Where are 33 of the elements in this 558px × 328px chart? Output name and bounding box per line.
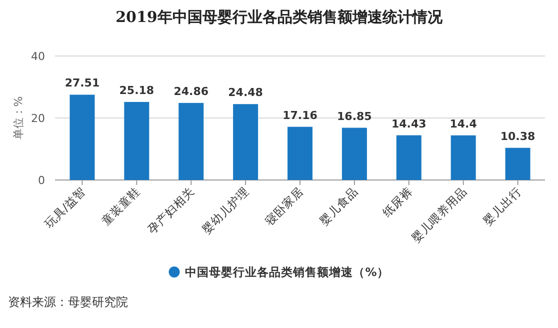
- legend-label: 中国母婴行业各品类销售额增速（%）: [185, 265, 389, 279]
- data-label: 17.16: [282, 108, 318, 122]
- bar: [342, 128, 367, 180]
- data-label: 14.43: [391, 117, 426, 130]
- x-tick-label: 寝卧家居: [262, 184, 306, 228]
- bar: [396, 135, 422, 180]
- y-tick-label: 20: [31, 112, 45, 125]
- y-tick-label: 40: [31, 50, 45, 63]
- data-label: 16.85: [337, 110, 372, 123]
- x-tick-label: 孕产妇相关: [144, 184, 198, 237]
- x-tick-label: 婴儿食品: [316, 184, 361, 228]
- x-tick-label: 童装童鞋: [98, 184, 143, 228]
- data-label: 24.48: [228, 86, 263, 100]
- data-label: 27.51: [64, 76, 100, 90]
- bar: [124, 102, 150, 180]
- data-label: 24.86: [174, 84, 209, 98]
- chart-title: 2019年中国母婴行业各品类销售额增速统计情况: [116, 8, 444, 26]
- bar: [505, 148, 530, 180]
- bar: [450, 135, 476, 180]
- bar: [178, 102, 204, 180]
- data-label: 25.18: [119, 84, 154, 97]
- bar: [233, 104, 258, 180]
- bar: [288, 126, 312, 180]
- y-axis-title: 单位：%: [12, 96, 25, 140]
- data-label: 10.38: [500, 130, 536, 143]
- x-tick-label: 婴幼儿护理: [199, 184, 252, 237]
- data-label: 14.4: [450, 117, 478, 130]
- text: 资料来源：母婴研究院: [8, 295, 128, 309]
- x-tick-label: 玩具/益智: [42, 184, 88, 231]
- x-tick-label: 婴儿出行: [480, 184, 524, 228]
- y-tick-label: 0: [38, 174, 45, 187]
- x-tick-label: 纸尿裤: [380, 184, 416, 220]
- bar: [70, 94, 95, 180]
